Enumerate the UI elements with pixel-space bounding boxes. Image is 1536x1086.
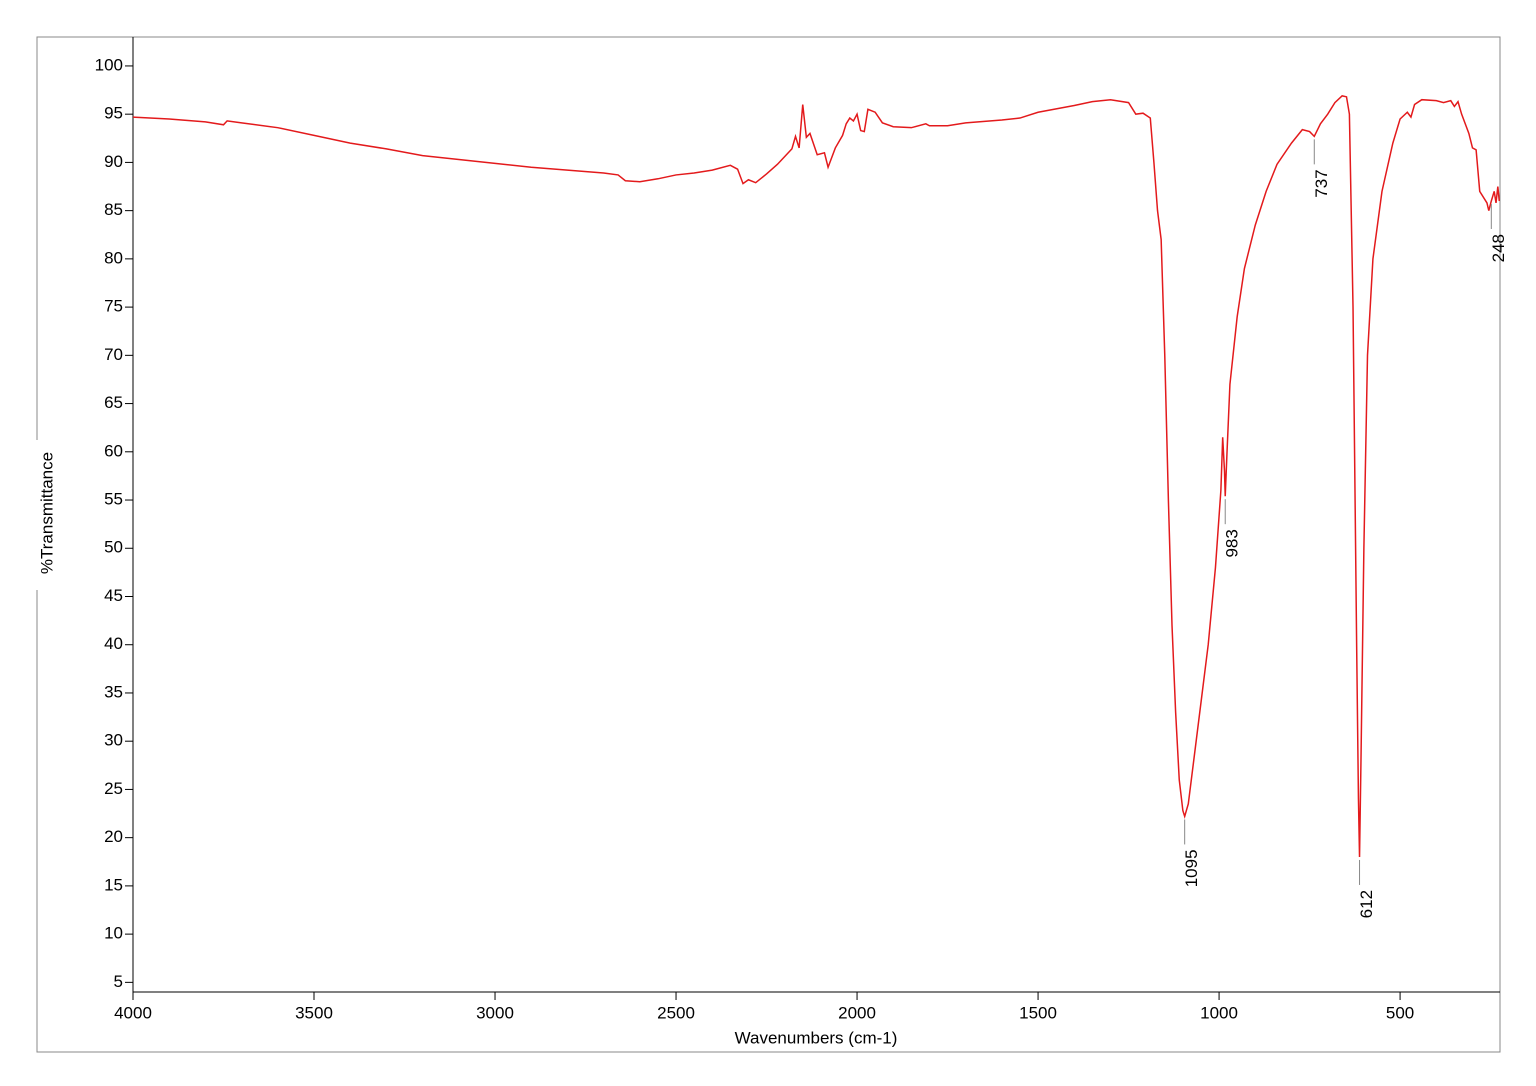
y-tick-label: 40 bbox=[104, 634, 123, 653]
y-tick-label: 85 bbox=[104, 200, 123, 219]
y-tick-label: 65 bbox=[104, 393, 123, 412]
y-tick-label: 30 bbox=[104, 731, 123, 750]
y-tick-label: 80 bbox=[104, 248, 123, 267]
frame bbox=[36, 36, 1501, 1053]
y-tick-label: 95 bbox=[104, 104, 123, 123]
x-tick-label: 4000 bbox=[114, 1003, 152, 1022]
x-tick-label: 500 bbox=[1386, 1003, 1414, 1022]
x-axis-title: Wavenumbers (cm-1) bbox=[735, 1028, 898, 1047]
peak-label: 248 bbox=[1489, 234, 1508, 262]
x-tick-label: 2500 bbox=[657, 1003, 695, 1022]
spectrum-line bbox=[132, 95, 1501, 857]
x-tick-label: 1000 bbox=[1200, 1003, 1238, 1022]
y-tick-label: 60 bbox=[104, 441, 123, 460]
peak-label: 983 bbox=[1223, 529, 1242, 557]
peak-label: 612 bbox=[1357, 890, 1376, 918]
y-tick-label: 55 bbox=[104, 490, 123, 509]
y-tick-label: 25 bbox=[104, 779, 123, 798]
frame-gap bbox=[30, 440, 46, 590]
y-tick-label: 5 bbox=[114, 972, 123, 991]
peak-label: 1095 bbox=[1182, 849, 1201, 887]
y-tick-label: 70 bbox=[104, 345, 123, 364]
y-tick-label: 20 bbox=[104, 827, 123, 846]
y-tick-label: 10 bbox=[104, 924, 123, 943]
y-tick-label: 35 bbox=[104, 682, 123, 701]
y-tick-label: 15 bbox=[104, 875, 123, 894]
y-tick-label: 50 bbox=[104, 538, 123, 557]
y-tick-label: 90 bbox=[104, 152, 123, 171]
x-tick-label: 2000 bbox=[838, 1003, 876, 1022]
x-tick-label: 1500 bbox=[1019, 1003, 1057, 1022]
y-tick-label: 100 bbox=[95, 55, 123, 74]
y-axis-title: %Transmittance bbox=[37, 452, 56, 574]
y-tick-label: 45 bbox=[104, 586, 123, 605]
y-tick-label: 75 bbox=[104, 297, 123, 316]
x-tick-label: 3500 bbox=[295, 1003, 333, 1022]
peak-label: 737 bbox=[1312, 169, 1331, 197]
x-tick-label: 3000 bbox=[476, 1003, 514, 1022]
